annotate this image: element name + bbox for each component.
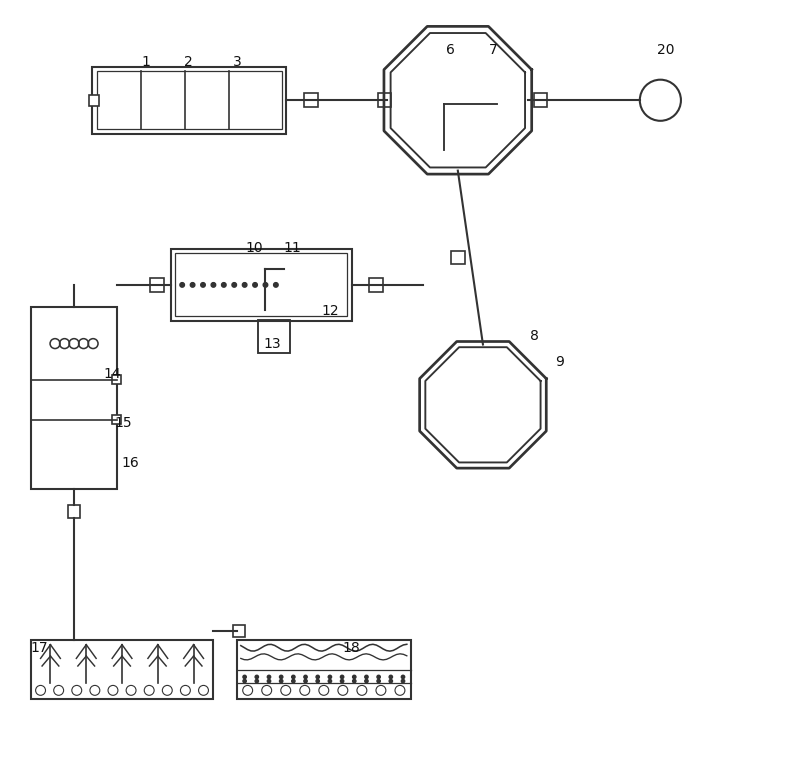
Bar <box>258 320 290 353</box>
Bar <box>150 278 164 291</box>
Circle shape <box>401 675 405 679</box>
Text: 1: 1 <box>141 55 150 69</box>
Circle shape <box>389 680 393 683</box>
Circle shape <box>292 675 295 679</box>
Bar <box>237 640 410 700</box>
Circle shape <box>268 675 271 679</box>
Circle shape <box>180 282 185 287</box>
Circle shape <box>328 680 331 683</box>
Bar <box>112 415 121 424</box>
Circle shape <box>190 282 195 287</box>
Bar <box>176 253 347 317</box>
Text: 6: 6 <box>446 43 455 57</box>
Text: 7: 7 <box>488 43 497 57</box>
Circle shape <box>222 282 226 287</box>
Bar <box>112 375 121 384</box>
Circle shape <box>365 675 368 679</box>
Bar <box>451 251 465 265</box>
Text: 10: 10 <box>246 241 264 255</box>
Bar <box>93 67 286 133</box>
Circle shape <box>243 680 247 683</box>
Text: 16: 16 <box>122 456 139 470</box>
Bar <box>233 625 245 637</box>
Text: 12: 12 <box>322 304 339 318</box>
Circle shape <box>243 282 247 287</box>
Text: 8: 8 <box>530 329 538 344</box>
Circle shape <box>365 680 368 683</box>
Circle shape <box>352 680 356 683</box>
Circle shape <box>352 675 356 679</box>
Circle shape <box>273 282 278 287</box>
Circle shape <box>256 675 259 679</box>
Text: 20: 20 <box>657 43 675 57</box>
Circle shape <box>389 675 393 679</box>
Text: 11: 11 <box>284 241 301 255</box>
Circle shape <box>340 680 344 683</box>
Circle shape <box>316 680 319 683</box>
Circle shape <box>304 675 307 679</box>
Text: 15: 15 <box>114 416 131 430</box>
Circle shape <box>264 282 268 287</box>
Circle shape <box>377 675 380 679</box>
Bar <box>89 95 99 106</box>
Text: 3: 3 <box>233 55 241 69</box>
Circle shape <box>401 680 405 683</box>
Circle shape <box>253 282 257 287</box>
Circle shape <box>243 675 247 679</box>
Bar <box>304 94 318 107</box>
Bar <box>31 308 117 489</box>
Bar <box>369 278 383 291</box>
Text: 9: 9 <box>555 355 563 369</box>
Circle shape <box>316 675 319 679</box>
Text: 14: 14 <box>103 367 121 381</box>
Bar <box>31 640 213 700</box>
Text: 17: 17 <box>30 641 48 656</box>
Circle shape <box>268 680 271 683</box>
Circle shape <box>280 675 283 679</box>
Bar <box>171 249 352 321</box>
Circle shape <box>201 282 206 287</box>
Circle shape <box>377 680 380 683</box>
Circle shape <box>292 680 295 683</box>
Circle shape <box>328 675 331 679</box>
Text: 18: 18 <box>343 641 360 656</box>
Circle shape <box>340 675 344 679</box>
Bar <box>97 71 282 129</box>
Circle shape <box>304 680 307 683</box>
Text: 13: 13 <box>264 337 280 351</box>
Circle shape <box>211 282 216 287</box>
Text: 2: 2 <box>184 55 193 69</box>
Bar <box>534 94 547 107</box>
Circle shape <box>280 680 283 683</box>
Circle shape <box>232 282 236 287</box>
Circle shape <box>256 680 259 683</box>
Bar <box>68 505 80 518</box>
Bar <box>377 94 391 107</box>
